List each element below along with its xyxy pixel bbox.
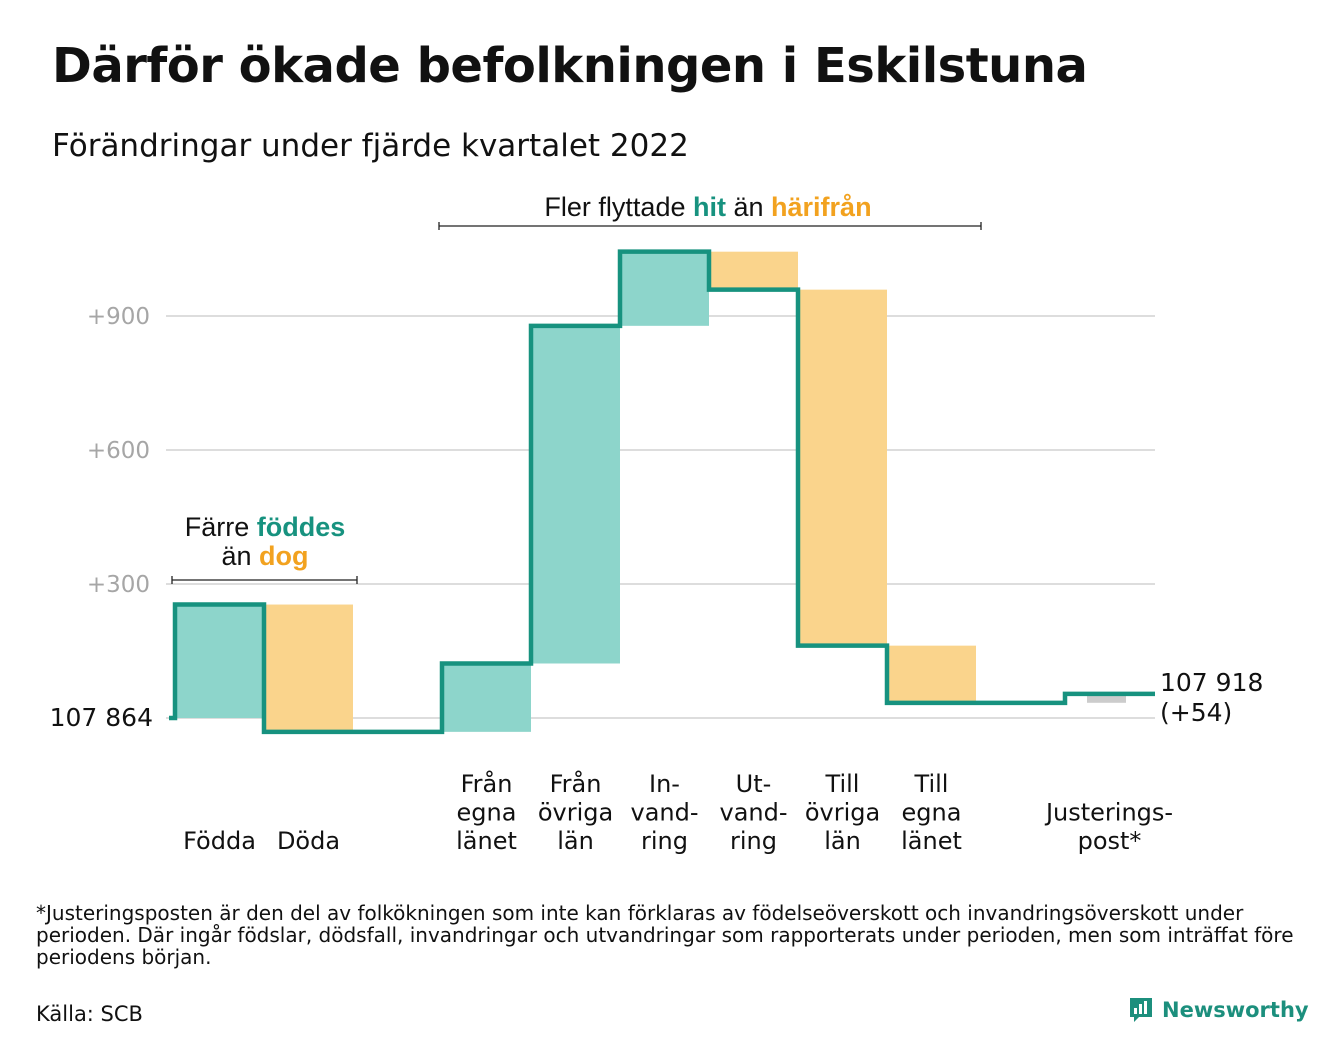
x-tick-label: Ut- bbox=[736, 770, 772, 798]
svg-text:Färre föddes: Färre föddes bbox=[185, 512, 346, 542]
chart-subtitle: Förändringar under fjärde kvartalet 2022 bbox=[52, 128, 689, 164]
x-tick-label: ring bbox=[730, 827, 777, 855]
brand-logo: Newsworthy bbox=[1128, 996, 1309, 1024]
migration-annotation-highlight-2: härifrån bbox=[771, 192, 872, 222]
y-tick-label: +900 bbox=[87, 304, 150, 330]
x-tick-label: Från bbox=[461, 769, 513, 798]
births-annotation-text-2: än bbox=[221, 541, 259, 571]
x-tick-label: In- bbox=[649, 770, 680, 798]
y-tick-label: +600 bbox=[87, 438, 150, 464]
x-tick-label: Justerings- bbox=[1044, 799, 1173, 827]
x-tick-label: vand- bbox=[630, 799, 698, 827]
x-tick-label: post* bbox=[1078, 827, 1142, 855]
y-axis-ticks: +300 +600 +900 bbox=[87, 304, 150, 598]
chart-title: Därför ökade befolkningen i Eskilstuna bbox=[52, 38, 1088, 94]
x-tick-label: länet bbox=[901, 827, 962, 855]
x-tick-label: övriga bbox=[538, 799, 613, 827]
x-tick-label: vand- bbox=[719, 799, 787, 827]
y-tick-label: +300 bbox=[87, 572, 150, 598]
bar bbox=[264, 604, 353, 732]
x-tick-label: Till bbox=[825, 770, 860, 798]
x-tick-label: Från bbox=[550, 769, 602, 798]
bar bbox=[175, 604, 264, 718]
start-value-label: 107 864 bbox=[50, 703, 153, 732]
migration-annotation-highlight-1: hit bbox=[693, 192, 726, 222]
x-axis-labels: Födda DödaFrånegnalänetFrånövrigalänIn-va… bbox=[183, 769, 1173, 855]
migration-annotation-text-1: Fler flyttade bbox=[544, 192, 693, 222]
bar bbox=[620, 251, 709, 326]
births-annotation: Färre föddes än dog bbox=[171, 512, 358, 584]
svg-text:Fler flyttade hit än härifrån: Fler flyttade hit än härifrån bbox=[544, 192, 871, 222]
births-annotation-text-1: Färre bbox=[185, 512, 257, 542]
svg-text:än dog: än dog bbox=[221, 541, 308, 571]
bar bbox=[1087, 693, 1126, 703]
waterfall-chart: +300+600+900 Födda DödaFrånegnalänetFrånö… bbox=[50, 192, 1264, 855]
brand-name: Newsworthy bbox=[1162, 998, 1309, 1022]
end-value-label: 107 918 bbox=[1160, 668, 1263, 697]
x-tick-label: egna bbox=[457, 799, 517, 827]
end-change-label: (+54) bbox=[1160, 698, 1232, 727]
x-tick-label: Döda bbox=[277, 827, 340, 855]
bar bbox=[442, 663, 531, 732]
births-annotation-highlight-2: dog bbox=[259, 541, 308, 571]
bar bbox=[709, 251, 798, 290]
migration-annotation: Fler flyttade hit än härifrån bbox=[438, 192, 982, 230]
cumulative-step-line bbox=[169, 249, 1155, 735]
x-tick-label: egna bbox=[902, 799, 962, 827]
x-tick-label: Födda bbox=[183, 827, 256, 855]
bar bbox=[798, 289, 887, 646]
x-tick-label: ring bbox=[641, 827, 688, 855]
x-tick-label: län bbox=[557, 827, 594, 855]
births-annotation-highlight-1: föddes bbox=[257, 512, 346, 542]
x-tick-label: län bbox=[824, 827, 861, 855]
bar bbox=[531, 325, 620, 664]
bar-chart-icon bbox=[1130, 998, 1152, 1022]
x-tick-label: Till bbox=[914, 770, 949, 798]
bar bbox=[887, 645, 976, 703]
x-tick-label: övriga bbox=[805, 799, 880, 827]
cumulative-line bbox=[169, 249, 1155, 735]
migration-annotation-text-2: än bbox=[726, 192, 771, 222]
x-tick-label: länet bbox=[456, 827, 517, 855]
footnote: *Justeringsposten är den del av folkökni… bbox=[36, 901, 1294, 969]
source-label: Källa: SCB bbox=[36, 1002, 143, 1026]
bars bbox=[175, 251, 1126, 732]
